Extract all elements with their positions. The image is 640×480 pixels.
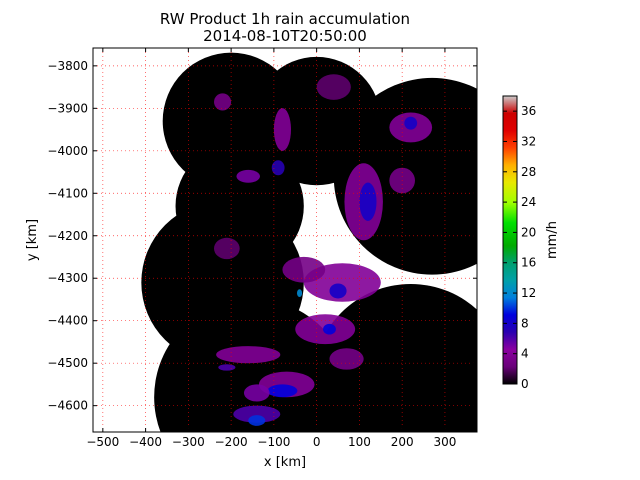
x-axis-label: x [km] xyxy=(264,455,306,470)
x-axis-ticks: −500 −400 −300 −200 −100 0 100 200 300 xyxy=(86,48,456,449)
colorbar: 0 4 8 12 16 20 24 28 32 36 mm/h xyxy=(502,95,560,391)
y-axis-label: y [km] xyxy=(25,219,40,261)
rain-field-layer xyxy=(214,74,433,426)
rain-cell xyxy=(267,384,298,398)
y-tick-label: −4300 xyxy=(47,271,88,285)
rain-cell xyxy=(329,348,364,370)
rain-cell xyxy=(271,160,285,176)
rain-cell xyxy=(216,346,281,364)
colorbar-tick-label: 12 xyxy=(521,286,536,300)
colorbar-tick-label: 32 xyxy=(521,134,536,148)
rain-cell xyxy=(359,182,377,222)
rain-cell xyxy=(273,108,291,151)
colorbar-gradient xyxy=(502,95,518,385)
colorbar-tick-label: 16 xyxy=(521,256,536,270)
x-tick-label: 200 xyxy=(391,435,414,449)
colorbar-tick-label: 8 xyxy=(521,316,529,330)
colorbar-tick-label: 0 xyxy=(521,377,529,391)
colorbar-tick-label: 20 xyxy=(521,225,536,239)
y-tick-label: −4400 xyxy=(47,314,88,328)
rain-cell xyxy=(323,323,336,335)
colorbar-tick-label: 4 xyxy=(521,347,529,361)
rain-cell xyxy=(282,256,326,283)
y-axis-ticks: −3800 −3900 −4000 −4100 −4200 −4300 −4400 −4500… xyxy=(47,59,477,413)
x-tick-label: −300 xyxy=(172,435,205,449)
y-tick-label: −3900 xyxy=(47,101,88,115)
rain-cell xyxy=(236,169,260,183)
radar-coverage-disc xyxy=(312,283,477,432)
rain-cell xyxy=(296,289,303,297)
y-tick-label: −4100 xyxy=(47,186,88,200)
y-tick-label: −4200 xyxy=(47,229,88,243)
rain-cell xyxy=(329,283,347,299)
x-tick-label: −100 xyxy=(257,435,290,449)
chart-subtitle: 2014-08-10T20:50:00 xyxy=(203,27,367,45)
rain-cell xyxy=(316,74,351,100)
x-tick-label: −500 xyxy=(86,435,119,449)
grid-lines xyxy=(93,48,477,432)
rain-cell xyxy=(248,415,266,426)
y-tick-label: −3800 xyxy=(47,59,88,73)
rain-cell xyxy=(214,93,232,111)
rain-cell xyxy=(233,405,281,423)
colorbar-ticks: 0 4 8 12 16 20 24 28 32 36 xyxy=(503,104,536,391)
chart-title: RW Product 1h rain accumulation xyxy=(159,10,411,28)
rain-cell xyxy=(243,384,270,402)
x-tick-label: −200 xyxy=(215,435,248,449)
y-tick-label: −4600 xyxy=(47,399,88,413)
x-tick-label: 0 xyxy=(313,435,321,449)
x-tick-label: −400 xyxy=(129,435,162,449)
plot-frame xyxy=(92,47,478,433)
colorbar-label: mm/h xyxy=(545,221,560,259)
x-tick-label: 100 xyxy=(348,435,371,449)
colorbar-tick-label: 36 xyxy=(521,104,536,118)
rain-cell xyxy=(404,116,418,130)
rain-cell xyxy=(218,364,236,371)
x-tick-label: 300 xyxy=(433,435,456,449)
y-tick-label: −4000 xyxy=(47,144,88,158)
rain-cell xyxy=(214,237,240,260)
y-tick-label: −4500 xyxy=(47,356,88,370)
colorbar-tick-label: 28 xyxy=(521,165,536,179)
colorbar-tick-label: 24 xyxy=(521,195,536,209)
